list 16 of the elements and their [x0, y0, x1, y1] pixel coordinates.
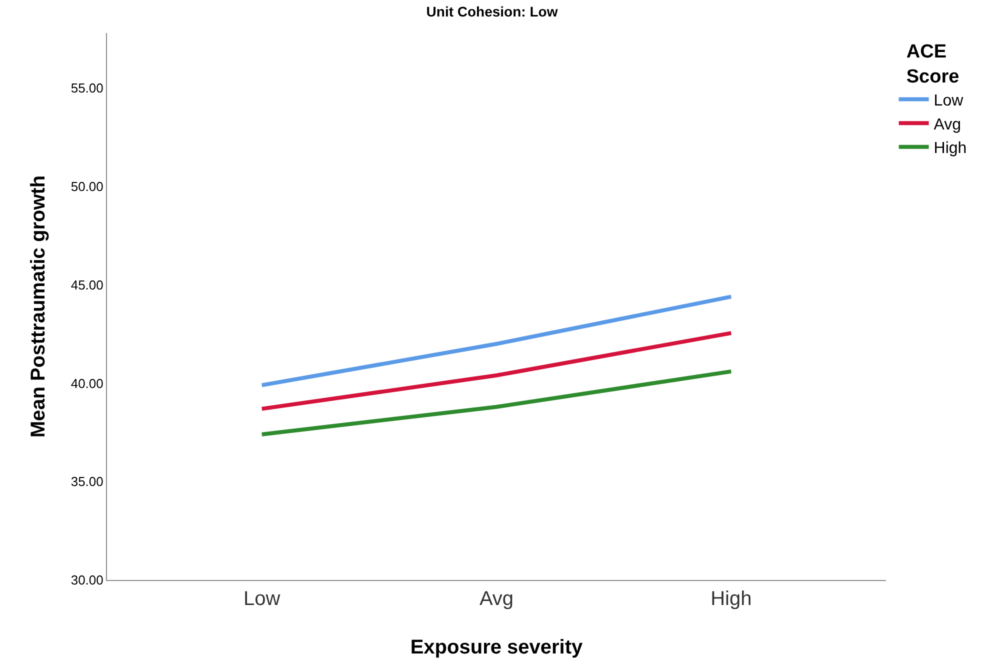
y-tick-label: 50.00 [70, 179, 104, 194]
legend-label: High [934, 140, 967, 158]
x-tick-label: High [710, 588, 752, 610]
chart-title: Unit Cohesion: Low [426, 4, 558, 20]
legend-title: ACE Score [906, 42, 960, 88]
y-tick-label: 30.00 [70, 572, 104, 588]
x-tick-label: Low [244, 588, 281, 610]
y-tick-label: 45.00 [70, 277, 104, 292]
y-tick-label: 55.00 [70, 80, 104, 96]
y-axis-title: Mean Posttraumatic growth [27, 175, 50, 438]
x-tick-label: Avg [479, 588, 514, 610]
x-axis-title: Exposure severity [410, 636, 584, 658]
y-tick-label: 40.00 [70, 376, 104, 391]
legend-label: Avg [934, 116, 962, 134]
y-tick-label: 35.00 [70, 474, 104, 490]
legend-label: Low [934, 92, 964, 110]
